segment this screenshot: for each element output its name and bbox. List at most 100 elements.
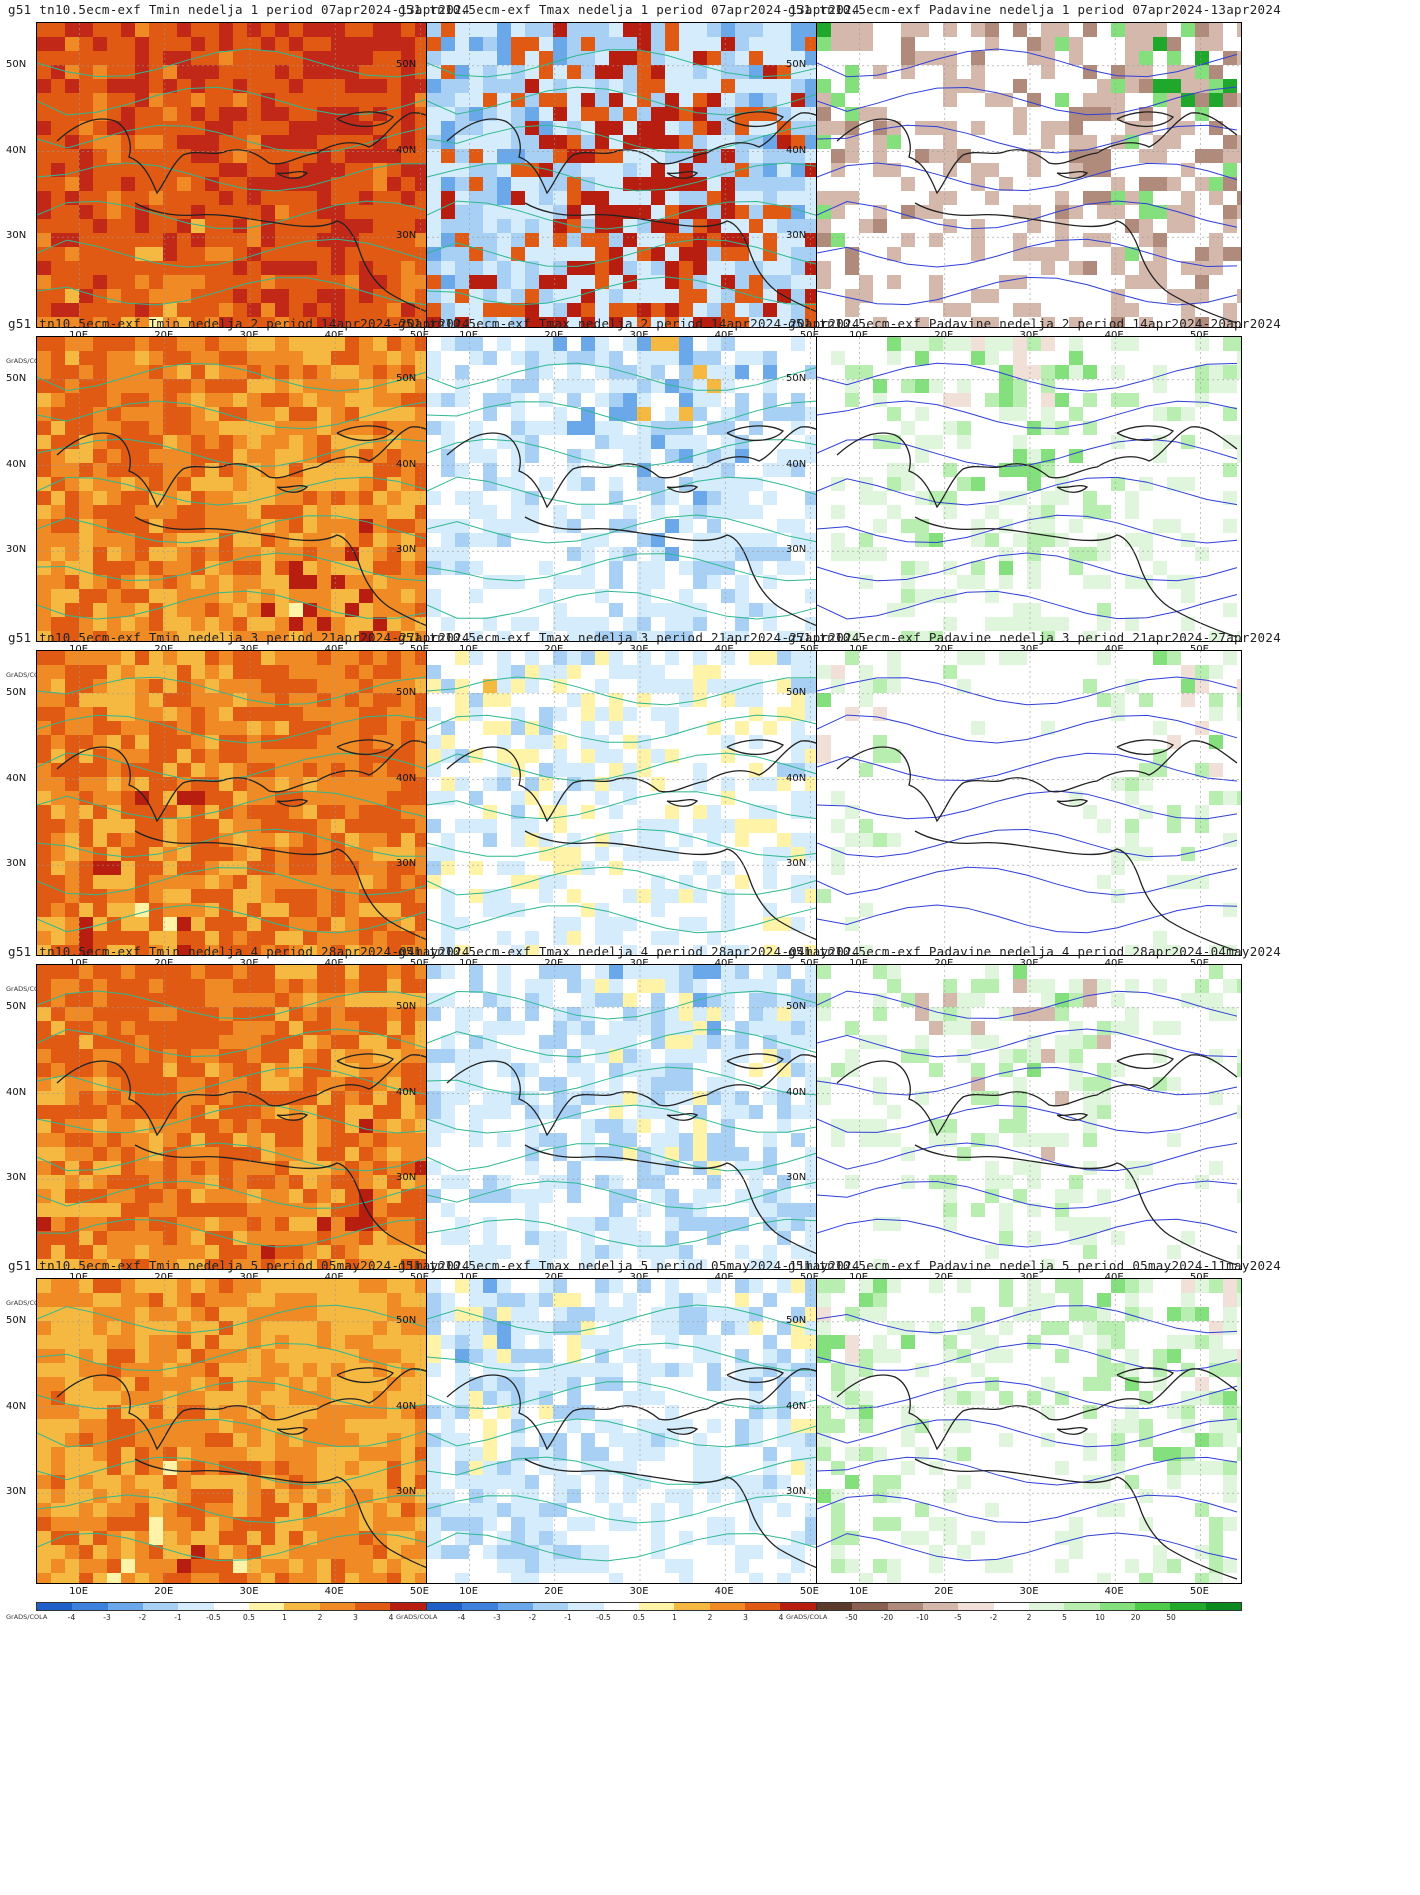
anomaly-cell xyxy=(1111,861,1125,875)
anomaly-cell xyxy=(345,247,359,261)
anomaly-cell xyxy=(763,1147,777,1161)
anomaly-cell xyxy=(1209,1161,1223,1175)
anomaly-cell xyxy=(373,247,387,261)
panel-title: g51 tn10.5ecm-exf Padavine nedelja 1 per… xyxy=(788,2,1282,17)
anomaly-cell xyxy=(427,965,441,979)
anomaly-cell xyxy=(763,1021,777,1035)
anomaly-cell xyxy=(359,177,373,191)
anomaly-cell xyxy=(957,993,971,1007)
anomaly-cell xyxy=(763,979,777,993)
anomaly-cell xyxy=(455,679,469,693)
anomaly-cell xyxy=(873,317,887,327)
anomaly-cell xyxy=(1083,1077,1097,1091)
anomaly-cell xyxy=(497,1063,511,1077)
anomaly-cell xyxy=(93,861,107,875)
anomaly-cell xyxy=(887,1133,901,1147)
anomaly-cell xyxy=(387,261,401,275)
anomaly-cell xyxy=(261,1105,275,1119)
anomaly-field xyxy=(427,651,851,955)
anomaly-cell xyxy=(1041,247,1055,261)
anomaly-cell xyxy=(441,275,455,289)
anomaly-cell xyxy=(707,505,721,519)
anomaly-cell xyxy=(427,1161,441,1175)
anomaly-cell xyxy=(205,833,219,847)
anomaly-cell xyxy=(79,135,93,149)
anomaly-cell xyxy=(623,917,637,931)
anomaly-cell xyxy=(553,519,567,533)
anomaly-cell xyxy=(985,617,999,631)
anomaly-cell xyxy=(539,421,553,435)
anomaly-cell xyxy=(1041,721,1055,735)
anomaly-cell xyxy=(651,631,665,641)
anomaly-cell xyxy=(107,603,121,617)
anomaly-cell xyxy=(121,931,135,945)
anomaly-cell xyxy=(373,121,387,135)
anomaly-cell xyxy=(149,763,163,777)
longitude-label: 40E xyxy=(1104,330,1124,341)
anomaly-cell xyxy=(359,1133,373,1147)
anomaly-cell xyxy=(135,365,149,379)
anomaly-cell xyxy=(957,379,971,393)
anomaly-cell xyxy=(401,547,415,561)
anomaly-cell xyxy=(455,149,469,163)
anomaly-cell xyxy=(65,477,79,491)
anomaly-cell xyxy=(553,749,567,763)
anomaly-cell xyxy=(497,93,511,107)
anomaly-cell xyxy=(441,721,455,735)
anomaly-cell xyxy=(289,23,303,37)
anomaly-cell xyxy=(1167,1077,1181,1091)
anomaly-cell xyxy=(567,37,581,51)
anomaly-cell xyxy=(345,379,359,393)
anomaly-cell xyxy=(845,65,859,79)
latitude-label: 40N xyxy=(396,1086,417,1098)
anomaly-cell xyxy=(859,107,873,121)
anomaly-cell xyxy=(693,1035,707,1049)
anomaly-cell xyxy=(915,121,929,135)
anomaly-cell xyxy=(915,1035,929,1049)
anomaly-cell xyxy=(817,275,831,289)
anomaly-cell xyxy=(1013,651,1027,665)
anomaly-cell xyxy=(623,965,637,979)
anomaly-cell xyxy=(707,337,721,351)
anomaly-cell xyxy=(679,693,693,707)
anomaly-cell xyxy=(331,79,345,93)
anomaly-cell xyxy=(637,1175,651,1189)
anomaly-cell xyxy=(595,749,609,763)
longitude-label: 10E xyxy=(69,1272,89,1283)
anomaly-cell xyxy=(135,1245,149,1259)
anomaly-cell xyxy=(37,23,51,37)
anomaly-cell xyxy=(441,735,455,749)
anomaly-cell xyxy=(93,819,107,833)
anomaly-cell xyxy=(51,393,65,407)
anomaly-cell xyxy=(135,917,149,931)
anomaly-cell xyxy=(873,491,887,505)
anomaly-cell xyxy=(957,679,971,693)
anomaly-cell xyxy=(595,393,609,407)
anomaly-cell xyxy=(65,93,79,107)
anomaly-cell xyxy=(373,233,387,247)
anomaly-cell xyxy=(401,379,415,393)
anomaly-cell xyxy=(289,1105,303,1119)
anomaly-cell xyxy=(401,1175,415,1189)
anomaly-cell xyxy=(427,51,441,65)
anomaly-cell xyxy=(303,1133,317,1147)
anomaly-cell xyxy=(205,735,219,749)
anomaly-cell xyxy=(971,65,985,79)
anomaly-cell xyxy=(1237,1245,1241,1259)
climatology-contour xyxy=(427,1180,848,1210)
anomaly-cell xyxy=(721,547,735,561)
anomaly-cell xyxy=(581,247,595,261)
longitude-label: 50E xyxy=(799,330,819,341)
anomaly-cell xyxy=(121,351,135,365)
anomaly-cell xyxy=(177,1245,191,1259)
anomaly-cell xyxy=(567,1021,581,1035)
anomaly-cell xyxy=(177,1231,191,1245)
anomaly-cell xyxy=(469,65,483,79)
anomaly-cell xyxy=(999,177,1013,191)
anomaly-cell xyxy=(763,603,777,617)
anomaly-cell xyxy=(149,693,163,707)
anomaly-cell xyxy=(1027,303,1041,317)
anomaly-cell xyxy=(205,191,219,205)
anomaly-cell xyxy=(1181,79,1195,93)
anomaly-cell xyxy=(567,1105,581,1119)
